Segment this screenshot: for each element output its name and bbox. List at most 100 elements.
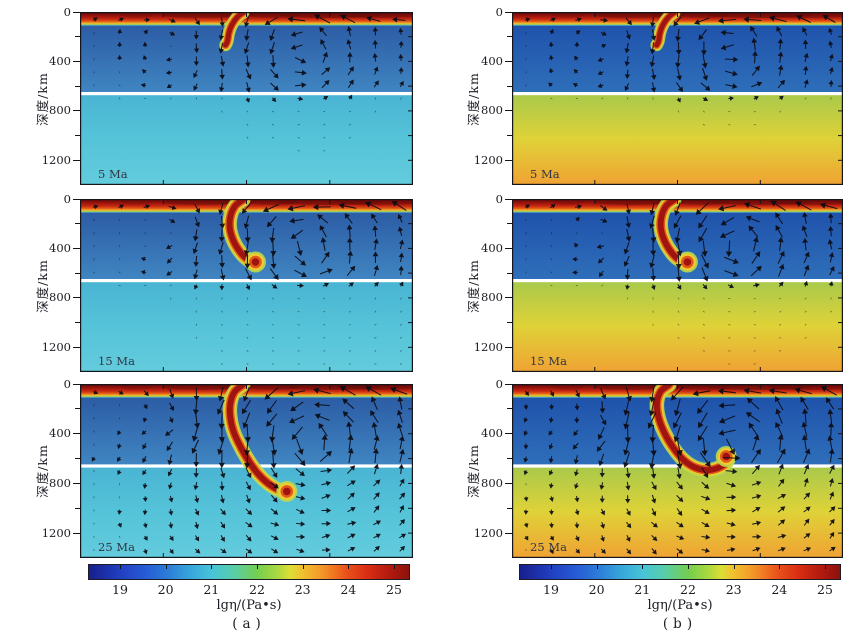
colorbar-tick-label: 22 — [680, 582, 696, 597]
colorbar-tick-label: 25 — [817, 582, 833, 597]
depth-tick-minor — [75, 272, 80, 274]
depth-tick-major — [505, 247, 512, 249]
slab-tip-blob — [722, 452, 730, 461]
depth-tick-label: 0 — [63, 191, 71, 206]
colorbar-tick-label: 23 — [725, 582, 742, 597]
colorbar-tick — [165, 565, 167, 569]
depth-tick-label: 400 — [49, 240, 71, 255]
depth-tick-minor — [507, 507, 512, 509]
lower-mantle-field — [512, 466, 843, 558]
time-label: 15 Ma — [98, 354, 135, 368]
depth-tick-minor — [75, 36, 80, 38]
discontinuity-660-line — [80, 279, 413, 283]
depth-tick-label: 400 — [481, 240, 503, 255]
colorbar-tick — [257, 565, 258, 569]
depth-tick-minor — [75, 458, 80, 460]
panel-border — [512, 12, 843, 185]
discontinuity-660-line — [512, 92, 843, 96]
depth-tick-major — [73, 297, 80, 299]
depth-tick-label: 800 — [481, 475, 503, 490]
colorbar-tick-label: 25 — [386, 582, 402, 597]
time-label: 15 Ma — [530, 354, 567, 368]
depth-tick-label: 0 — [495, 376, 503, 391]
depth-tick-major — [73, 11, 80, 13]
velocity-arrows — [92, 14, 406, 152]
colorbar-tick — [596, 565, 598, 569]
depth-tick-minor — [75, 223, 80, 225]
depth-tick-minor — [75, 135, 80, 137]
colorbar-label-a: lgη/(Pa•s) — [216, 598, 282, 613]
depth-tick-minor — [507, 36, 512, 38]
depth-tick-major — [73, 247, 80, 249]
lower-mantle-field — [512, 93, 843, 185]
depth-tick-label: 400 — [49, 426, 71, 441]
depth-tick-major — [505, 159, 512, 161]
depth-tick-label: 1200 — [41, 152, 71, 167]
depth-tick-major — [73, 433, 80, 435]
depth-tick-label: 0 — [63, 376, 71, 391]
depth-axis-label: 深度/km — [35, 258, 50, 313]
depth-tick-minor — [507, 272, 512, 274]
colorbar-tick-label: 21 — [634, 582, 651, 597]
depth-tick-minor — [507, 85, 512, 87]
colorbar-tick — [394, 565, 395, 569]
depth-tick-major — [73, 159, 80, 161]
depth-tick-major — [505, 110, 512, 112]
depth-tick-label: 400 — [49, 53, 71, 68]
panel-a1: 15 Ma — [80, 199, 413, 372]
depth-tick-minor — [75, 408, 80, 410]
caption-a: (a) — [232, 616, 266, 632]
colorbar-tick — [688, 565, 689, 569]
colorbar-tick-label: 24 — [771, 582, 788, 597]
depth-tick-minor — [75, 507, 80, 509]
slab-tip-blob — [283, 487, 291, 496]
discontinuity-660-line — [512, 464, 843, 468]
time-label: 25 Ma — [98, 540, 135, 554]
depth-tick-label: 800 — [49, 475, 71, 490]
depth-tick-major — [505, 383, 512, 385]
colorbar-tick-label: 19 — [543, 582, 559, 597]
depth-tick-minor — [507, 135, 512, 137]
velocity-arrows — [524, 14, 836, 126]
colorbar-tick — [825, 565, 826, 569]
depth-tick-major — [505, 198, 512, 200]
depth-tick-label: 1200 — [473, 152, 503, 167]
colorbar-tick-label: 20 — [157, 582, 174, 597]
depth-tick-major — [73, 383, 80, 385]
depth-tick-major — [73, 532, 80, 534]
depth-tick-label: 1200 — [473, 339, 503, 354]
depth-tick-minor — [75, 85, 80, 87]
depth-tick-label: 0 — [63, 4, 71, 19]
depth-tick-major — [505, 482, 512, 484]
depth-tick-label: 0 — [495, 4, 503, 19]
colorbar-tick-label: 23 — [294, 582, 311, 597]
colorbar-a — [88, 564, 410, 580]
depth-tick-major — [505, 60, 512, 62]
slab-tip-blob — [251, 258, 260, 266]
discontinuity-660-line — [80, 92, 413, 96]
velocity-arrows — [91, 386, 408, 555]
depth-tick-label: 1200 — [41, 339, 71, 354]
depth-tick-label: 400 — [481, 426, 503, 441]
colorbar-tick — [642, 565, 644, 569]
colorbar-tick-label: 24 — [340, 582, 357, 597]
panel-a2: 25 Ma — [80, 384, 413, 558]
depth-tick-major — [505, 11, 512, 13]
depth-tick-major — [73, 346, 80, 348]
slab-a0 — [219, 12, 250, 52]
depth-tick-label: 0 — [495, 191, 503, 206]
depth-tick-minor — [75, 322, 80, 324]
colorbar-tick-label: 19 — [112, 582, 128, 597]
colorbar-tick — [211, 565, 213, 569]
depth-tick-minor — [507, 322, 512, 324]
colorbar-label-b: lgη/(Pa•s) — [647, 598, 713, 613]
depth-axis-label: 深度/km — [466, 71, 481, 126]
colorbar-tick — [302, 565, 304, 569]
panel-border — [80, 199, 413, 372]
depth-tick-major — [505, 346, 512, 348]
depth-tick-major — [73, 110, 80, 112]
colorbar-tick — [120, 565, 121, 569]
colorbar-tick-label: 22 — [249, 582, 265, 597]
panel-border — [512, 199, 843, 372]
